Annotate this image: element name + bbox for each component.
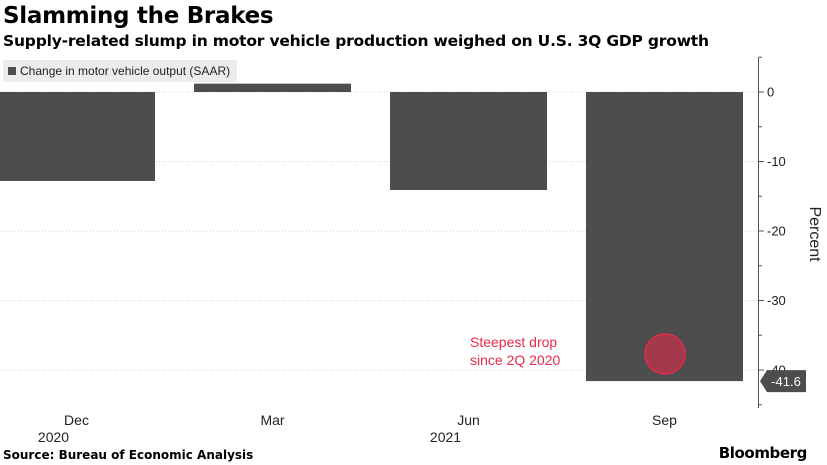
bar-sep: [586, 92, 743, 382]
legend-swatch: [8, 67, 16, 75]
bar-dec: [0, 92, 155, 181]
y-tick-label: -10: [767, 154, 786, 169]
y-axis-title: Percent: [806, 206, 823, 262]
bar-mar: [194, 83, 351, 92]
x-tick-label: Jun: [457, 412, 480, 428]
x-tick-label: Mar: [260, 412, 284, 428]
annotation-line-2: since 2Q 2020: [470, 352, 561, 368]
annotation-text: Steepest drop since 2Q 2020: [470, 333, 560, 369]
source-note: Source: Bureau of Economic Analysis: [3, 448, 254, 462]
bars: [0, 83, 743, 382]
x-tick-label: Sep: [652, 412, 677, 428]
annotation-marks: -41.6: [644, 333, 806, 393]
annotation-line-1: Steepest drop: [470, 334, 558, 350]
chart-subtitle: Supply-related slump in motor vehicle pr…: [3, 32, 709, 50]
highlight-circle: [644, 333, 686, 375]
brand-logo: Bloomberg: [718, 444, 808, 462]
x-year-label: 2020: [38, 429, 69, 445]
value-label-box: [760, 370, 806, 393]
y-tick-label: -30: [767, 293, 786, 308]
value-label: -41.6: [771, 374, 801, 389]
y-tick-label: 0: [767, 85, 774, 100]
bar-jun: [390, 92, 547, 190]
legend-label: Change in motor vehicle output (SAAR): [20, 64, 231, 78]
x-tick-label: Dec: [64, 412, 89, 428]
x-year-label: 2021: [430, 429, 461, 445]
legend: Change in motor vehicle output (SAAR): [3, 60, 238, 82]
chart-title: Slamming the Brakes: [3, 3, 274, 29]
y-tick-label: -20: [767, 224, 786, 239]
